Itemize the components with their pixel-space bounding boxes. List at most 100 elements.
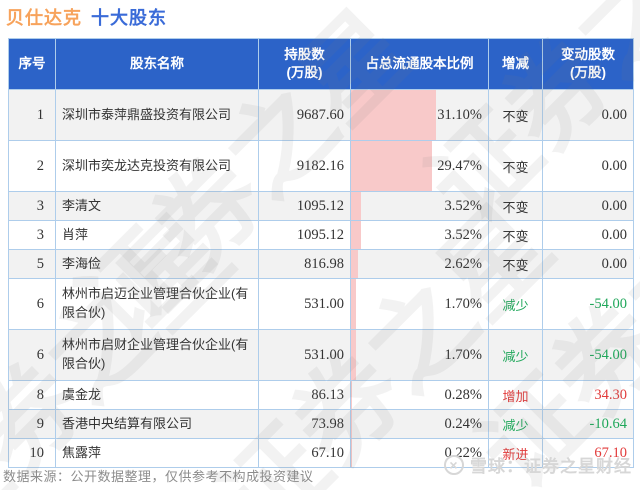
- shares-cell: 73.98: [259, 410, 351, 438]
- table-body: 1 深圳市泰萍鼎盛投资有限公司 9687.60 31.10% 不变 0.00 2 深圳市奕龙达…: [9, 89, 633, 467]
- header-shares: 持股数 (万股): [259, 39, 351, 89]
- table-row: 3 李清文 1095.12 3.52% 不变 0.00: [9, 191, 633, 220]
- table-row: 5 李海俭 816.98 2.62% 不变 0.00: [9, 249, 633, 278]
- table-row: 2 深圳市奕龙达克投资有限公司 9182.16 29.47% 不变 0.00: [9, 140, 633, 191]
- rank-cell: 3: [9, 221, 56, 249]
- table-row: 9 香港中央结算有限公司 73.98 0.24% 减少 -10.64: [9, 409, 633, 438]
- shares-cell: 67.10: [259, 439, 351, 467]
- shares-cell: 86.13: [259, 381, 351, 409]
- change-direction-cell: 不变: [489, 192, 543, 220]
- shareholder-name-cell: 肖萍: [56, 221, 259, 249]
- rank-cell: 8: [9, 381, 56, 409]
- percentage-bar: [351, 192, 361, 220]
- shareholder-name-cell: 焦露萍: [56, 439, 259, 467]
- delta-shares-cell: 67.10: [594, 444, 627, 461]
- shares-cell: 9182.16: [259, 141, 351, 191]
- rank-cell: 5: [9, 250, 56, 278]
- percentage-cell: 3.52%: [351, 221, 489, 249]
- percentage-bar: [351, 250, 359, 278]
- delta-shares-cell: -10.64: [589, 415, 627, 432]
- percentage-cell: 0.28%: [351, 381, 489, 409]
- percentage-value: 0.28%: [444, 386, 482, 403]
- change-direction-cell: 新进: [489, 439, 543, 467]
- header-delta: 变动股数 (万股): [561, 46, 615, 80]
- table-row: 1 深圳市泰萍鼎盛投资有限公司 9687.60 31.10% 不变 0.00: [9, 89, 633, 140]
- percentage-cell: 29.47%: [351, 141, 489, 191]
- percentage-cell: 31.10%: [351, 90, 489, 140]
- table-row: 6 林州市启财企业管理合伙企业(有限合伙) 531.00 1.70% 减少 -54.00: [9, 329, 633, 380]
- percentage-bar: [351, 141, 432, 191]
- delta-shares-cell: 0.00: [601, 255, 627, 272]
- table-header-row: 序号 股东名称 持股数 (万股) 占总流通股本比例 增减 变动股数 (万股): [9, 39, 633, 89]
- change-direction-cell: 不变: [489, 141, 543, 191]
- delta-shares-cell: 34.30: [594, 386, 627, 403]
- percentage-value: 3.52%: [444, 226, 482, 243]
- percentage-value: 2.62%: [444, 255, 482, 272]
- percentage-value: 0.24%: [444, 415, 482, 432]
- delta-shares-cell: 0.00: [601, 226, 627, 243]
- header-shareholder: 股东名称: [56, 39, 259, 89]
- shareholder-name-cell: 深圳市奕龙达克投资有限公司: [56, 141, 259, 191]
- data-source-note: 数据来源：公开数据整理，仅供参考不构成投资建议: [3, 469, 314, 484]
- percentage-cell: 1.70%: [351, 279, 489, 329]
- percentage-value: 31.10%: [437, 106, 482, 123]
- percentage-bar: [351, 381, 352, 409]
- percentage-cell: 1.70%: [351, 330, 489, 380]
- brand-watermark: × 雪球：证券之星财经: [444, 452, 632, 477]
- rank-cell: 2: [9, 141, 56, 191]
- header-rank: 序号: [9, 39, 56, 89]
- table-row: 6 林州市启迈企业管理合伙企业(有限合伙) 531.00 1.70% 减少 -54.00: [9, 278, 633, 329]
- rank-cell: 10: [9, 439, 56, 467]
- change-direction-cell: 不变: [489, 90, 543, 140]
- page-title: 贝仕达克 十大股东: [6, 4, 167, 30]
- shares-cell: 816.98: [259, 250, 351, 278]
- percentage-cell: 3.52%: [351, 192, 489, 220]
- percentage-value: 29.47%: [437, 157, 482, 174]
- percentage-bar: [351, 221, 361, 249]
- change-direction-cell: 增加: [489, 381, 543, 409]
- rank-cell: 1: [9, 90, 56, 140]
- percentage-value: 3.52%: [444, 197, 482, 214]
- shareholder-name-cell: 香港中央结算有限公司: [56, 410, 259, 438]
- shares-cell: 531.00: [259, 330, 351, 380]
- company-name: 贝仕达克: [6, 8, 82, 28]
- shareholders-table: 序号 股东名称 持股数 (万股) 占总流通股本比例 增减 变动股数 (万股) 1 深圳…: [8, 38, 634, 468]
- change-direction-cell: 减少: [489, 330, 543, 380]
- change-direction-cell: 减少: [489, 410, 543, 438]
- title-suffix: 十大股东: [91, 8, 167, 28]
- delta-shares-cell: 0.00: [601, 157, 627, 174]
- percentage-cell: 2.62%: [351, 250, 489, 278]
- shareholder-name-cell: 林州市启财企业管理合伙企业(有限合伙): [56, 330, 259, 380]
- shareholder-name-cell: 深圳市泰萍鼎盛投资有限公司: [56, 90, 259, 140]
- percentage-bar: [351, 330, 356, 380]
- table-row: 3 肖萍 1095.12 3.52% 不变 0.00: [9, 220, 633, 249]
- shares-cell: 1095.12: [259, 192, 351, 220]
- rank-cell: 9: [9, 410, 56, 438]
- delta-shares-cell: -54.00: [589, 346, 627, 363]
- percentage-bar: [351, 410, 352, 438]
- shareholder-name-cell: 李清文: [56, 192, 259, 220]
- header-change: 增减: [489, 39, 543, 89]
- rank-cell: 3: [9, 192, 56, 220]
- header-percentage: 占总流通股本比例: [351, 39, 489, 89]
- rank-cell: 6: [9, 330, 56, 380]
- delta-shares-cell: -54.00: [589, 295, 627, 312]
- percentage-value: 1.70%: [444, 346, 482, 363]
- percentage-bar: [351, 90, 437, 140]
- percentage-bar: [351, 439, 352, 467]
- delta-shares-cell: 0.00: [601, 106, 627, 123]
- delta-shares-cell: 0.00: [601, 197, 627, 214]
- rank-cell: 6: [9, 279, 56, 329]
- shares-cell: 531.00: [259, 279, 351, 329]
- percentage-value: 1.70%: [444, 295, 482, 312]
- shares-cell: 1095.12: [259, 221, 351, 249]
- shareholder-name-cell: 虞金龙: [56, 381, 259, 409]
- table-row: 8 虞金龙 86.13 0.28% 增加 34.30: [9, 380, 633, 409]
- change-direction-cell: 不变: [489, 221, 543, 249]
- change-direction-cell: 减少: [489, 279, 543, 329]
- brand-text: 雪球：证券之星财经: [470, 457, 632, 476]
- xueqiu-logo-icon: ×: [444, 454, 464, 475]
- shareholder-name-cell: 李海俭: [56, 250, 259, 278]
- shareholder-name-cell: 林州市启迈企业管理合伙企业(有限合伙): [56, 279, 259, 329]
